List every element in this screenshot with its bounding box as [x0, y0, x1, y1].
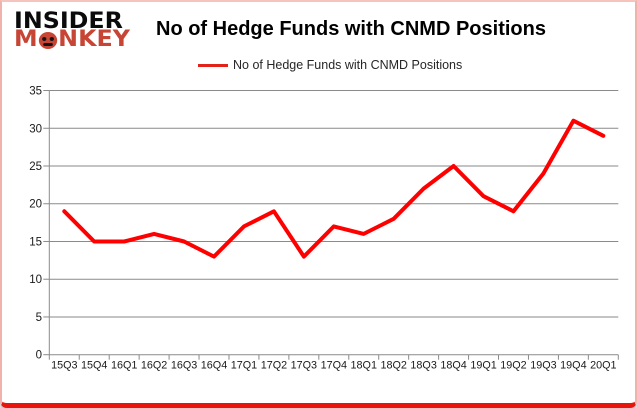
chart-title: No of Hedge Funds with CNMD Positions	[156, 18, 546, 40]
chart-legend: No of Hedge Funds with CNMD Positions	[198, 58, 462, 72]
x-tick-label: 18Q3	[410, 360, 436, 372]
x-tick-label: 17Q2	[261, 360, 287, 372]
y-tick-label: 25	[29, 161, 42, 173]
x-tick-label: 15Q4	[81, 360, 107, 372]
x-tick-label: 16Q2	[141, 360, 167, 372]
y-tick-label: 10	[29, 274, 42, 286]
x-tick-label: 18Q4	[440, 360, 466, 372]
y-tick-label: 5	[36, 312, 42, 324]
y-tick-label: 20	[29, 199, 42, 211]
y-tick-label: 15	[29, 236, 42, 248]
logo-text-monkey: M NKEY	[14, 27, 130, 52]
monkey-face-icon	[38, 31, 58, 49]
legend-label: No of Hedge Funds with CNMD Positions	[233, 58, 463, 72]
y-tick-label: 30	[29, 123, 42, 135]
x-tick-label: 18Q1	[351, 360, 377, 372]
logo-monkey-nkey: NKEY	[58, 27, 130, 52]
logo-text-insider: INSIDER	[14, 9, 123, 34]
x-tick-label: 19Q4	[560, 360, 586, 372]
y-tick-label: 35	[29, 86, 42, 98]
x-tick-label: 19Q2	[500, 360, 526, 372]
x-tick-label: 16Q1	[111, 360, 137, 372]
line-chart-plot: 0 5 10 15 20 25 30 35 15Q3 15Q4 16Q1 16Q2 16Q3 16Q4 17…	[29, 86, 619, 372]
x-tick-label: 19Q3	[530, 360, 556, 372]
insider-monkey-logo: INSIDER M NKEY	[14, 9, 130, 52]
x-tick-label: 16Q3	[171, 360, 197, 372]
x-tick-label: 16Q4	[201, 360, 227, 372]
x-tick-label: 17Q4	[321, 360, 347, 372]
x-tick-label: 18Q2	[380, 360, 406, 372]
x-tick-label: 19Q1	[470, 360, 496, 372]
x-tick-label: 20Q1	[590, 360, 616, 372]
y-tick-label: 0	[36, 350, 42, 362]
legend-line-swatch	[198, 63, 228, 67]
logo-monkey-m: M	[14, 27, 38, 52]
x-tick-label: 17Q3	[291, 360, 317, 372]
x-tick-label: 15Q3	[51, 360, 77, 372]
x-tick-label: 17Q1	[231, 360, 257, 372]
data-series-line	[62, 118, 606, 259]
